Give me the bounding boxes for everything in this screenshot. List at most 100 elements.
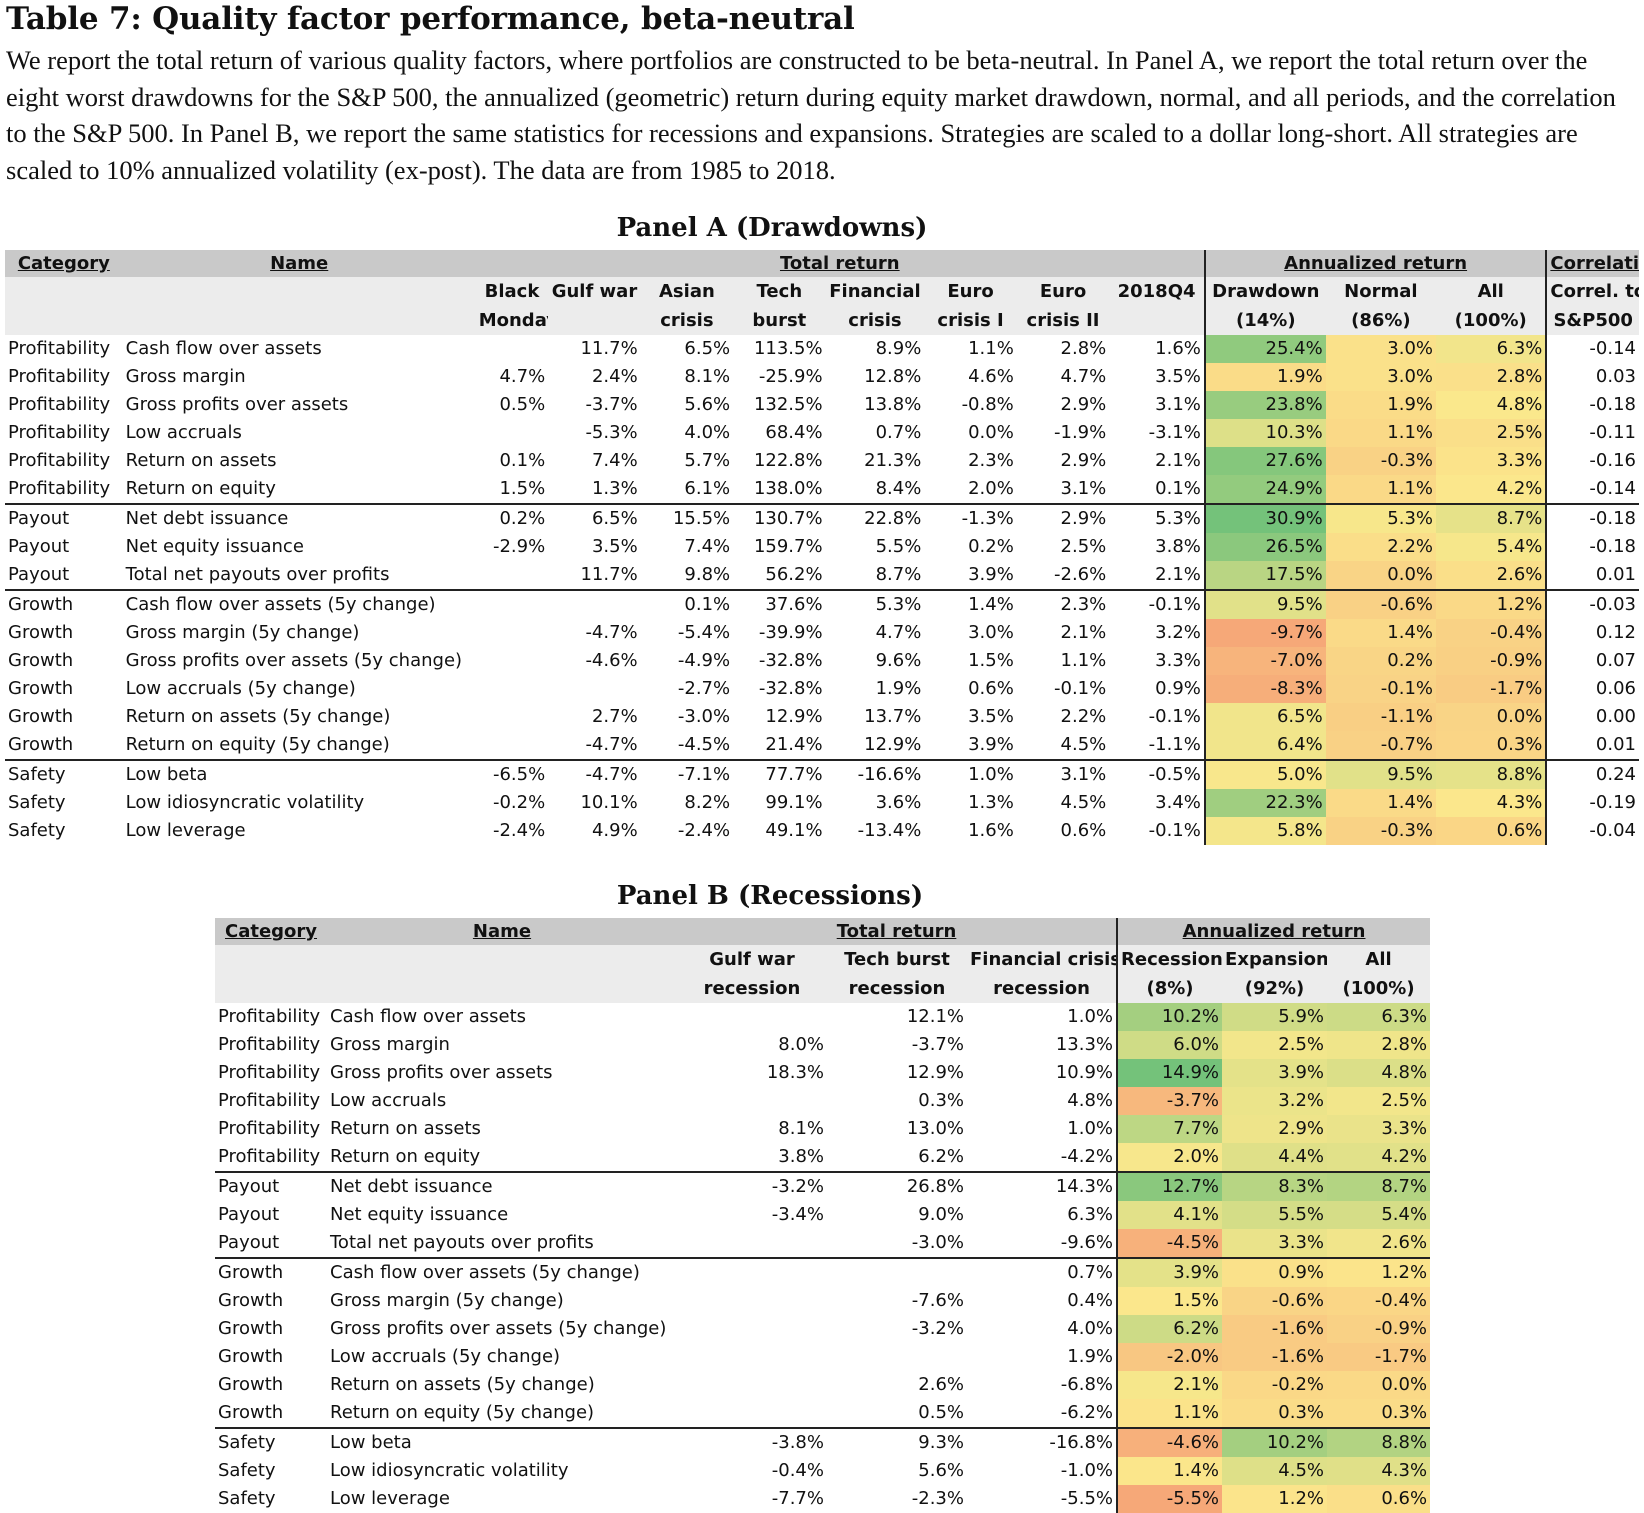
value-cell: 0.5% bbox=[499, 394, 546, 415]
category-cell: Growth bbox=[5, 589, 123, 619]
blank-header-cell bbox=[5, 306, 123, 335]
category-cell: Growth bbox=[8, 734, 74, 755]
value-cell: 2.3% bbox=[968, 450, 1014, 471]
value-cell: 0.3% bbox=[1222, 1399, 1328, 1428]
value-cell: 0.2% bbox=[475, 503, 549, 533]
column-header: Drawdown bbox=[1203, 277, 1326, 306]
value-cell: 21.3% bbox=[864, 450, 922, 471]
value-cell: 99.1% bbox=[765, 792, 823, 813]
value-cell: 3.0% bbox=[968, 622, 1014, 643]
table-row: Profitability Low accruals -5.3% 4.0% 68.4% 0… bbox=[5, 419, 1639, 447]
value-cell: 9.0% bbox=[918, 1204, 964, 1225]
value-cell bbox=[476, 703, 549, 731]
value-cell: -3.4% bbox=[771, 1204, 824, 1225]
value-cell: -0.8% bbox=[961, 394, 1014, 415]
value-cell: 3.0% bbox=[1325, 335, 1437, 363]
value-cell: 3.8% bbox=[1155, 536, 1201, 557]
value-cell: 0.1% bbox=[499, 450, 546, 471]
column-header-row: Gulf war Tech burst Financial crisis Recess… bbox=[215, 945, 1431, 974]
value-cell: 5.9% bbox=[1222, 1003, 1328, 1031]
value-cell: -8.3% bbox=[1203, 675, 1326, 703]
name-cell: Low accruals bbox=[125, 422, 242, 443]
value-cell: -2.3% bbox=[911, 1488, 964, 1509]
value-cell: 1.1% bbox=[1116, 1399, 1223, 1428]
column-header: Asian bbox=[640, 277, 734, 306]
category-cell: Payout bbox=[8, 564, 70, 585]
value-cell: 4.2% bbox=[1436, 475, 1547, 504]
value-cell: 3.5% bbox=[968, 706, 1014, 727]
value-cell: 4.3% bbox=[1436, 789, 1547, 817]
value-cell: -0.19 bbox=[1545, 789, 1639, 817]
value-cell: 9.6% bbox=[875, 650, 922, 671]
value-cell: 5.6% bbox=[918, 1460, 964, 1481]
table-row: Profitability Return on equity 3.8% 6.2% -4.… bbox=[215, 1143, 1431, 1172]
value-cell: 0.6% bbox=[1436, 817, 1547, 845]
value-cell: -4.7% bbox=[548, 759, 641, 789]
category-cell: Growth bbox=[8, 706, 74, 727]
value-cell: 9.8% bbox=[684, 564, 731, 585]
category-cell: Profitability bbox=[8, 450, 111, 471]
value-cell bbox=[548, 675, 640, 703]
value-cell: 113.5% bbox=[753, 338, 823, 359]
value-cell: 4.7% bbox=[1060, 366, 1107, 387]
column-header: (100%) bbox=[1436, 306, 1547, 335]
value-cell: 3.3% bbox=[1436, 447, 1547, 475]
value-cell: 4.6% bbox=[968, 366, 1014, 387]
value-cell: -0.1% bbox=[1109, 589, 1205, 619]
table-title: Table 7: Quality factor performance, bet… bbox=[6, 1, 855, 37]
value-cell: 7.4% bbox=[591, 450, 638, 471]
value-cell: -0.4% bbox=[1327, 1287, 1431, 1315]
value-cell: 0.9% bbox=[1155, 678, 1201, 699]
value-cell: 14.3% bbox=[967, 1171, 1118, 1201]
column-header: Euro bbox=[1016, 277, 1110, 306]
column-header: (100%) bbox=[1327, 974, 1431, 1003]
category-cell: Profitability bbox=[8, 478, 111, 499]
value-cell: -7.0% bbox=[1203, 647, 1326, 675]
name-cell: Net equity issuance bbox=[125, 536, 304, 557]
value-cell: -5.5% bbox=[1116, 1485, 1223, 1513]
value-cell: 10.2% bbox=[1222, 1427, 1328, 1457]
table-row: Payout Total net payouts over profits 11.7… bbox=[5, 561, 1639, 590]
value-cell: -7.1% bbox=[640, 759, 734, 789]
name-cell: Gross margin bbox=[125, 366, 246, 387]
value-cell: -32.8% bbox=[758, 678, 823, 699]
value-cell: 2.7% bbox=[591, 706, 638, 727]
category-cell: Profitability bbox=[8, 366, 111, 387]
value-cell: 3.1% bbox=[1060, 478, 1107, 499]
value-cell: 37.6% bbox=[733, 589, 826, 619]
value-cell: 1.9% bbox=[1203, 363, 1326, 391]
name-cell: Net debt issuance bbox=[327, 1171, 677, 1201]
column-header: All bbox=[1327, 945, 1431, 974]
value-cell: -5.3% bbox=[585, 422, 638, 443]
total-return-header: Total return bbox=[475, 250, 1205, 277]
value-cell: 0.12 bbox=[1545, 619, 1639, 647]
value-cell: 2.8% bbox=[1327, 1031, 1431, 1059]
value-cell: 6.2% bbox=[1116, 1315, 1223, 1343]
value-cell: 8.1% bbox=[778, 1118, 824, 1139]
value-cell: -4.2% bbox=[1060, 1146, 1114, 1167]
value-cell: 3.2% bbox=[1155, 622, 1201, 643]
blank-header-cell bbox=[327, 945, 677, 974]
value-cell: 3.3% bbox=[1222, 1229, 1328, 1258]
value-cell: -0.03 bbox=[1545, 589, 1639, 619]
table-row: Growth Low accruals (5y change) -2.7% -32.8… bbox=[5, 675, 1639, 703]
value-cell: 8.8% bbox=[1436, 759, 1547, 789]
value-cell: -2.6% bbox=[1054, 564, 1107, 585]
panel-b-table: Category Name Total return Annualized retur… bbox=[215, 918, 1431, 1513]
table-row: Profitability Gross profits over assets 18… bbox=[215, 1059, 1431, 1087]
value-cell: 2.4% bbox=[591, 366, 638, 387]
column-header: (14%) bbox=[1203, 306, 1326, 335]
category-cell: Payout bbox=[8, 536, 70, 557]
category-cell: Growth bbox=[218, 1290, 284, 1311]
category-cell: Growth bbox=[8, 622, 74, 643]
column-header: recession bbox=[967, 974, 1118, 1003]
column-header: recession bbox=[827, 974, 967, 1003]
category-cell: Profitability bbox=[8, 394, 111, 415]
value-cell: -3.1% bbox=[1148, 422, 1201, 443]
value-cell: 2.9% bbox=[1060, 450, 1107, 471]
value-cell: 2.1% bbox=[1116, 1371, 1223, 1399]
value-cell: 26.8% bbox=[827, 1171, 967, 1201]
value-cell: -1.1% bbox=[1325, 703, 1437, 731]
table-row: Growth Gross margin (5y change) -4.7% -5.4%… bbox=[5, 619, 1639, 647]
value-cell: 21.4% bbox=[765, 734, 823, 755]
